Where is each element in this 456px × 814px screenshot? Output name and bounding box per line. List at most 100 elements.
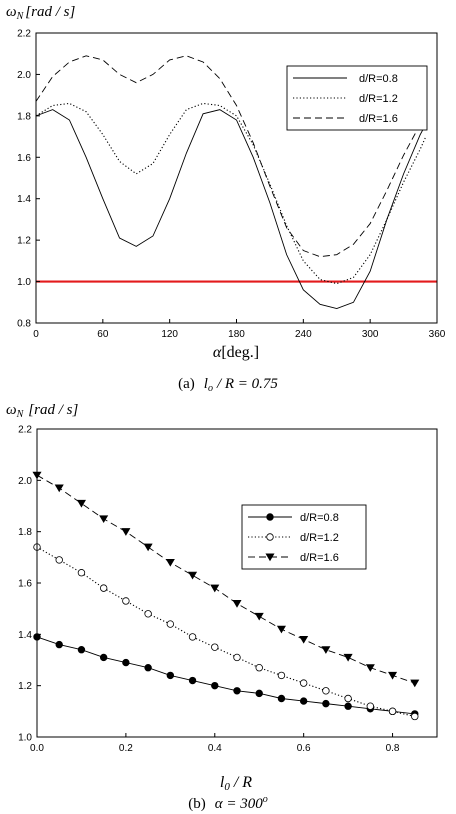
chart-b-point-d-r-1-6 — [54, 484, 64, 493]
chart-a: ωN [rad / s] 0 60 120 180 240 300 360 0.8 1.0 1.2… — [6, 4, 446, 394]
chart-b-legend-label-d-r-1-2: d/R=1.2 — [300, 532, 339, 544]
chart-b-point-d-r-1-2 — [255, 664, 263, 672]
chart-b-legend-marker-d-r-1-2 — [266, 533, 274, 541]
chart-b-point-d-r-1-2 — [366, 702, 375, 710]
chart-b-point-d-r-1-6 — [143, 543, 153, 552]
chart-b-x-label: l0/ R — [220, 774, 252, 793]
chart-b-point-d-r-1-6 — [388, 671, 398, 680]
chart-b-point-d-r-1-2 — [233, 653, 241, 662]
chart-b-x-tick-label: 0.8 — [386, 743, 400, 754]
chart-b-point-d-r-0-8 — [122, 658, 130, 667]
chart-b-point-d-r-0-8 — [166, 671, 175, 680]
chart-b-point-d-r-1-2 — [344, 694, 352, 703]
chart-a-legend-label-d-r-0-8: d/R=0.8 — [359, 73, 398, 85]
chart-a-x-tick-label: 60 — [97, 329, 109, 340]
chart-b-y-tick-label: 2.2 — [18, 425, 32, 436]
chart-b-point-d-r-1-2 — [99, 584, 108, 592]
chart-a-x-ticks: 0 60 120 180 240 300 360 — [33, 319, 446, 340]
chart-b-y-tick-label: 1.6 — [18, 579, 32, 590]
chart-b-legend-marker-d-r-1-6 — [265, 553, 275, 562]
chart-b-y-tick-label: 1.4 — [18, 630, 32, 641]
chart-a-y-label: ωN [rad / s] — [6, 4, 75, 22]
chart-a-series-line-d-r-0-8 — [35, 109, 427, 309]
chart-a-y-tick-label: 1.6 — [17, 153, 31, 164]
chart-b-point-d-r-1-6 — [299, 635, 309, 644]
chart-b-point-d-r-1-6 — [76, 499, 86, 508]
chart-a-x-tick-label: 180 — [228, 329, 245, 340]
chart-b-y-ticks: 1.0 1.2 1.4 1.6 1.8 2.0 2.2 — [18, 425, 41, 744]
chart-a-x-tick-label: 240 — [295, 329, 312, 340]
chart-b-point-d-r-0-8 — [233, 687, 241, 695]
chart-b-point-d-r-1-2 — [77, 569, 86, 577]
chart-b-point-d-r-1-2 — [55, 556, 63, 564]
chart-b-point-d-r-1-2 — [122, 597, 130, 605]
chart-a-x-tick-label: 0 — [33, 329, 39, 340]
chart-b-point-d-r-0-8 — [299, 697, 308, 705]
chart-b-point-d-r-1-2 — [211, 643, 219, 651]
chart-a-x-tick-label: 360 — [429, 329, 446, 340]
chart-b-point-d-r-1-2 — [411, 712, 419, 721]
chart-b-series-line-d-r-1-6 — [36, 474, 415, 684]
chart-b-point-d-r-0-8 — [211, 681, 219, 690]
chart-a-y-tick-label: 1.2 — [17, 236, 31, 247]
chart-a-x-tick-label: 120 — [161, 329, 178, 340]
chart-b-series-line-d-r-0-8 — [36, 636, 415, 715]
chart-a-series — [35, 55, 427, 309]
chart-a-x-tick-label: 300 — [362, 329, 379, 340]
chart-b-point-d-r-1-6 — [121, 528, 131, 536]
chart-b-y-tick-label: 1.8 — [18, 527, 32, 538]
chart-b-point-d-r-1-6 — [410, 679, 420, 688]
chart-b-y-tick-label: 1.2 — [18, 681, 32, 692]
chart-b-point-d-r-0-8 — [277, 694, 286, 703]
chart-b-x-tick-label: 0.4 — [208, 743, 222, 754]
chart-b-x-tick-label: 0.2 — [119, 743, 133, 754]
chart-b-point-d-r-1-6 — [188, 571, 198, 580]
chart-b-point-d-r-1-6 — [165, 558, 175, 567]
chart-a-caption: (a) lo / R = 0.75 — [178, 376, 278, 394]
chart-a-legend: d/R=0.8 d/R=1.2 d/R=1.6 — [286, 65, 428, 131]
chart-b-y-label: ωN [rad / s] — [6, 402, 78, 420]
chart-b-legend-label-d-r-1-6: d/R=1.6 — [300, 552, 339, 564]
chart-b-point-d-r-0-8 — [55, 640, 63, 649]
chart-b-point-d-r-1-2 — [388, 707, 397, 716]
chart-a-x-label: α[deg.] — [213, 344, 259, 361]
chart-b-point-d-r-1-6 — [99, 515, 109, 524]
chart-b-x-ticks: 0.0 0.2 0.4 0.6 0.8 — [30, 733, 400, 754]
chart-b-point-d-r-1-6 — [321, 646, 331, 654]
chart-a-y-tick-label: 1.8 — [17, 111, 31, 122]
chart-a-y-tick-label: 2.0 — [17, 70, 31, 81]
chart-a-series-line-d-r-1-2 — [35, 102, 427, 285]
chart-a-legend-label-d-r-1-6: d/R=1.6 — [359, 113, 398, 125]
chart-b-point-d-r-1-2 — [144, 610, 152, 618]
chart-b-y-tick-label: 2.0 — [18, 476, 32, 487]
chart-b-point-d-r-0-8 — [344, 702, 352, 710]
chart-a-legend-box — [286, 65, 428, 131]
chart-b-caption: (b) α = 300o — [188, 794, 268, 812]
chart-b-point-d-r-1-2 — [299, 679, 308, 687]
chart-a-y-tick-label: 2.2 — [17, 29, 31, 40]
chart-a-series-line-d-r-1-6 — [35, 55, 427, 258]
chart-a-y-tick-label: 0.8 — [17, 319, 31, 330]
chart-b-point-d-r-1-6 — [365, 664, 375, 672]
chart-b-legend-label-d-r-0-8: d/R=0.8 — [300, 512, 339, 524]
chart-b-point-d-r-1-2 — [166, 620, 175, 628]
chart-b-point-d-r-1-6 — [343, 653, 353, 662]
chart-b-point-d-r-1-2 — [277, 671, 286, 680]
chart-b-legend: d/R=0.8 d/R=1.2 d/R=1.6 — [241, 504, 367, 570]
chart-b-point-d-r-0-8 — [255, 689, 263, 698]
chart-a-y-ticks: 0.8 1.0 1.2 1.4 1.6 1.8 2.0 2.2 — [17, 29, 40, 330]
chart-b-series — [32, 471, 420, 721]
chart-b-point-d-r-1-2 — [322, 687, 330, 695]
chart-b-y-tick-label: 1.0 — [18, 733, 32, 744]
chart-b-point-d-r-0-8 — [77, 646, 86, 654]
chart-b-point-d-r-1-2 — [188, 633, 197, 641]
chart-a-y-tick-label: 1.0 — [17, 277, 31, 288]
chart-b: ωN [rad / s] 0.0 0.2 0.4 0.6 0.8 1.0 1.2 1.4 1.6… — [6, 402, 438, 812]
chart-a-y-tick-label: 1.4 — [17, 194, 31, 205]
chart-b-point-d-r-0-8 — [322, 699, 330, 708]
chart-b-legend-marker-d-r-0-8 — [266, 513, 274, 521]
chart-b-point-d-r-1-6 — [276, 625, 286, 634]
chart-b-x-tick-label: 0.0 — [30, 743, 44, 754]
chart-b-point-d-r-0-8 — [99, 653, 108, 662]
